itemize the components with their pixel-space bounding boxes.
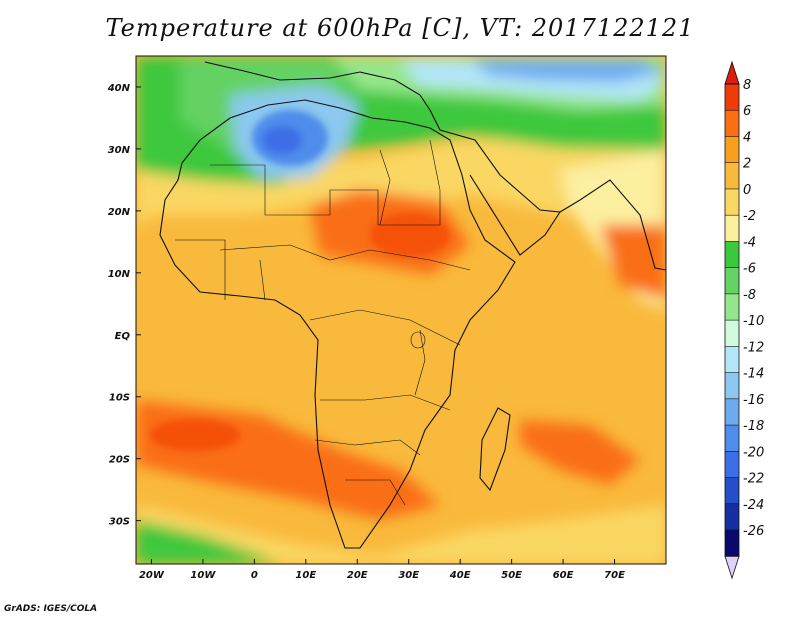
x-tick-label: 30E: [398, 570, 419, 581]
plot-frame: [135, 55, 667, 565]
colorbar-min-arrow: [724, 555, 740, 580]
border-south-central: [320, 394, 451, 411]
colorbar-bin: [725, 110, 739, 137]
x-tick-label: 0: [251, 570, 258, 581]
field-sahel-peak: [370, 213, 450, 257]
colorbar-label: 8: [743, 78, 751, 93]
colorbar-label: -2: [743, 209, 756, 224]
colorbar-bin: [725, 293, 739, 321]
field-band-green-south: [136, 520, 280, 564]
colorbar-label: -16: [743, 393, 764, 408]
country-borders: [175, 139, 471, 506]
x-tick-label: 10W: [190, 570, 216, 581]
border-southern: [314, 439, 421, 456]
y-tick-label: 20N: [108, 207, 131, 218]
colorbar-label: 6: [743, 104, 751, 119]
lake-victoria: [410, 331, 426, 349]
colorbar-label: -18: [743, 419, 764, 434]
temperature-field: [136, 56, 666, 564]
y-tick-label: 30S: [109, 517, 130, 528]
field-madagascar-east-core: [520, 420, 640, 485]
field-low-center: [262, 126, 302, 154]
arabia-coastline: [469, 174, 561, 256]
colorbar-bin: [725, 372, 739, 400]
x-axis: 20W 10W 0 10E 20E 30E 40E 50E 60E 70E: [139, 559, 625, 581]
colorbar-bin: [725, 425, 739, 452]
colorbar-label: -22: [743, 472, 764, 487]
colorbar-max-arrow: [724, 60, 740, 85]
colorbar-bin: [725, 346, 739, 374]
field-band-pale-south: [136, 505, 666, 564]
africa-coastline: [159, 99, 516, 549]
colorbar-label: -4: [743, 235, 756, 250]
grads-credit: GrADS: IGES/COLA: [4, 604, 98, 614]
border-west-africa: [175, 239, 266, 301]
y-tick-label: 20S: [109, 455, 130, 466]
field-south-peak: [150, 419, 240, 451]
x-tick-label: 20W: [139, 570, 165, 581]
colorbar-bin: [725, 162, 739, 190]
field-detail: [150, 110, 450, 451]
madagascar-coastline: [479, 407, 511, 492]
border-rift: [414, 329, 426, 396]
border-egypt-libya: [379, 139, 441, 226]
field-north-blue: [470, 60, 666, 82]
colorbar-bin: [725, 398, 739, 426]
colorbar-bin: [725, 215, 739, 242]
eurasia-coastline: [204, 61, 666, 271]
field-india-core: [600, 225, 666, 300]
border-sahel: [219, 244, 471, 271]
colorbar-bin: [725, 530, 739, 557]
colorbar-label: 4: [743, 130, 751, 145]
y-tick-label: 10S: [109, 393, 130, 404]
colorbar-label: -24: [743, 498, 764, 513]
x-tick-label: 50E: [501, 570, 522, 581]
x-tick-label: 40E: [449, 570, 471, 581]
colorbar-label: -10: [743, 314, 764, 329]
colorbar-bin: [725, 136, 739, 164]
colorbar-label: 0: [743, 183, 751, 198]
border-sahara: [210, 164, 440, 226]
colorbar-bin: [725, 503, 739, 531]
colorbar-bin: [725, 267, 739, 295]
x-tick-label: 10E: [295, 570, 316, 581]
colorbar-label: -12: [743, 340, 764, 355]
colorbar-label: -14: [743, 367, 764, 382]
colorbar-label: -8: [743, 288, 756, 303]
colorbar-bin: [725, 477, 739, 505]
colorbar-bin: [725, 451, 739, 479]
coastlines: [159, 61, 666, 549]
chart-title: Temperature at 600hPa [C], VT: 201712212…: [105, 14, 695, 42]
colorbar: 8 6 4 2 0 -2 -4 -6 -8 -10 -12 -14 -16 -18 -20 -22 -24 -26: [724, 60, 764, 580]
colorbar-label: -20: [743, 445, 764, 460]
border-south-africa: [345, 479, 406, 506]
colorbar-bin: [725, 188, 739, 216]
border-central: [309, 309, 461, 346]
colorbar-bin: [725, 84, 739, 111]
colorbar-label: -6: [743, 262, 756, 277]
y-tick-label: 10N: [108, 269, 131, 280]
colorbar-label: -26: [743, 524, 764, 539]
y-tick-label: 40N: [107, 83, 131, 94]
y-tick-label: EQ: [115, 331, 131, 342]
colorbar-label: 2: [743, 157, 751, 172]
x-tick-label: 70E: [604, 570, 625, 581]
field-band-pale-north: [136, 140, 666, 230]
y-tick-label: 30N: [108, 145, 131, 156]
x-tick-label: 20E: [347, 570, 368, 581]
colorbar-bin: [725, 241, 739, 269]
colorbar-bin: [725, 320, 739, 347]
x-tick-label: 60E: [553, 570, 574, 581]
y-axis: 40N 30N 20N 10N EQ 10S 20S 30S: [107, 83, 141, 528]
